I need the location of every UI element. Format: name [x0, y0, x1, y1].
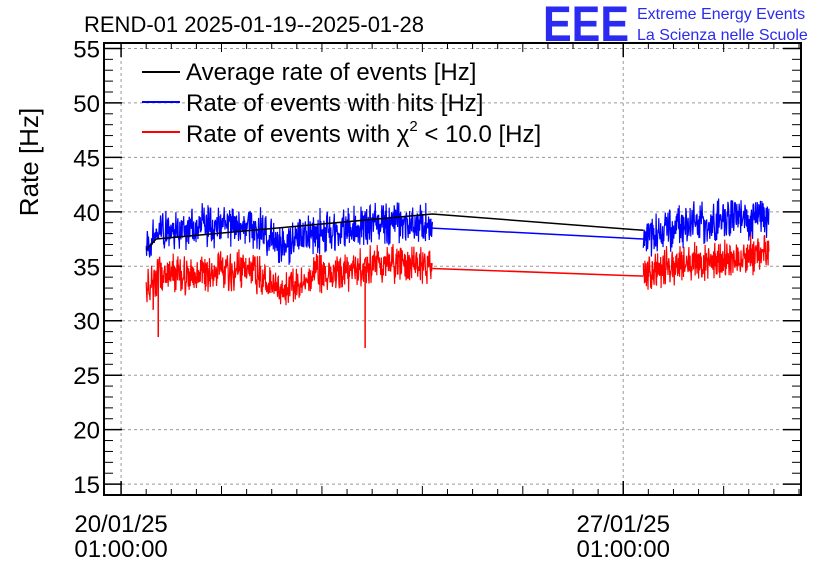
legend-chi2-symbol: χ — [397, 121, 410, 148]
y-tick-label: 45 — [73, 145, 100, 172]
legend-label-average: Average rate of events [Hz] — [186, 59, 476, 86]
series-chi2-trace — [145, 244, 433, 306]
plot-frame — [103, 42, 802, 496]
y-tick-label: 55 — [73, 36, 100, 63]
series-chi2-gap-line — [432, 267, 644, 277]
series-hits-trace — [642, 198, 770, 257]
eee-logo-mark: EEE — [543, 0, 629, 52]
y-tick-label: 15 — [73, 472, 100, 499]
x-tick-label-date: 27/01/25 — [577, 511, 670, 538]
y-tick-label: 40 — [73, 200, 100, 227]
eee-logo: EEE Extreme Energy Events La Scienza nel… — [543, 0, 808, 52]
y-tick-labels: 15 20 25 30 35 40 45 50 55 — [73, 36, 100, 499]
x-tick-label-date: 20/01/25 — [74, 511, 167, 538]
series-hits — [145, 198, 770, 265]
legend-chi2-prefix: Rate of events with — [186, 121, 397, 148]
series-hits-gap-line — [432, 227, 644, 240]
y-tick-label: 35 — [73, 254, 100, 281]
legend-chi2-superscript: 2 — [409, 118, 417, 135]
y-axis-label: Rate [Hz] — [14, 108, 44, 216]
chart-title: REND-01 2025-01-19--2025-01-28 — [84, 12, 424, 37]
series-layer — [145, 198, 770, 348]
y-tick-label: 20 — [73, 418, 100, 445]
eee-logo-line2: La Scienza nelle Scuole — [637, 27, 808, 44]
series-chi2 — [145, 234, 770, 348]
legend-label-chi2: Rate of events with χ2 < 10.0 [Hz] — [186, 118, 541, 148]
legend-chi2-suffix: < 10.0 [Hz] — [418, 121, 541, 148]
x-tick-label-time: 01:00:00 — [74, 536, 167, 563]
series-chi2-trace — [642, 234, 770, 290]
legend-label-hits: Rate of events with hits [Hz] — [186, 90, 483, 117]
y-tick-label: 25 — [73, 363, 100, 390]
series-average-line — [145, 213, 644, 251]
series-hits-trace — [145, 202, 433, 265]
axis-ticks — [104, 43, 801, 496]
y-tick-label: 30 — [73, 309, 100, 336]
legend: Average rate of events [Hz] Rate of even… — [142, 59, 541, 148]
grid — [104, 43, 801, 495]
x-tick-label-time: 01:00:00 — [577, 536, 670, 563]
eee-logo-line1: Extreme Energy Events — [637, 6, 805, 23]
y-tick-label: 50 — [73, 91, 100, 118]
